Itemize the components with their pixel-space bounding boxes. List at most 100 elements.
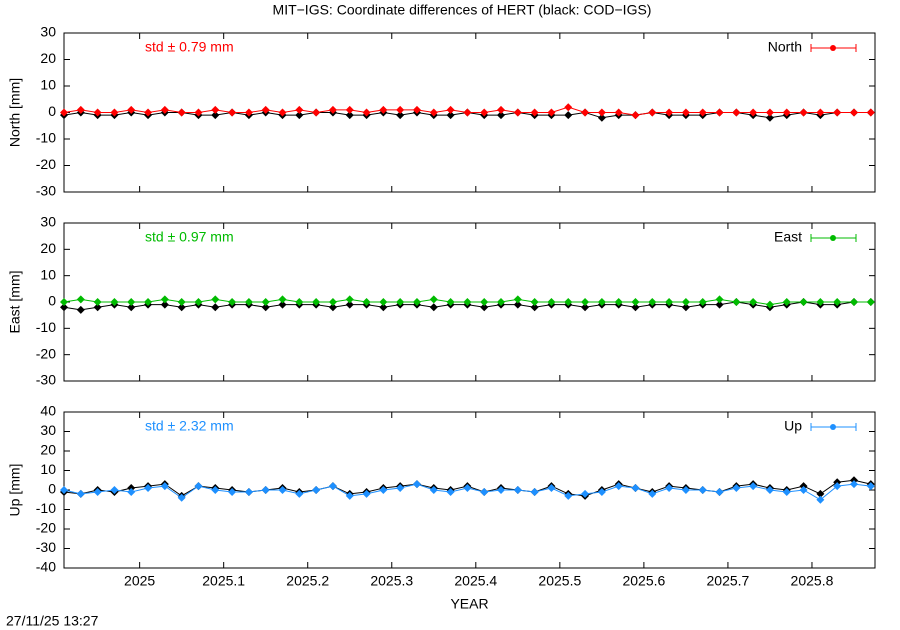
data-point xyxy=(295,298,304,306)
y-axis-label: East [mm] xyxy=(7,270,23,333)
data-point xyxy=(396,111,405,120)
data-point xyxy=(547,108,556,117)
x-tick-label: 2025.4 xyxy=(454,573,497,589)
data-point xyxy=(278,108,287,117)
data-point xyxy=(749,482,758,491)
data-point xyxy=(446,487,455,496)
data-point xyxy=(60,486,68,494)
data-point xyxy=(177,298,186,306)
data-point xyxy=(631,484,640,493)
data-point xyxy=(110,486,119,494)
data-point xyxy=(194,482,203,491)
data-point xyxy=(278,486,287,494)
data-point xyxy=(480,303,489,312)
data-point xyxy=(530,108,539,117)
legend-marker xyxy=(830,235,836,241)
data-point xyxy=(513,295,522,304)
data-point xyxy=(530,298,539,306)
data-point xyxy=(698,298,707,306)
data-point xyxy=(144,108,153,117)
data-point xyxy=(160,105,169,114)
data-point xyxy=(60,298,68,306)
annotation: std ± 0.97 mm xyxy=(145,229,234,245)
data-point xyxy=(665,484,674,493)
data-point xyxy=(715,108,724,117)
data-point xyxy=(799,298,808,306)
data-point xyxy=(849,298,858,306)
data-point xyxy=(597,113,606,122)
data-point xyxy=(648,298,657,306)
data-point xyxy=(261,303,270,312)
data-point xyxy=(127,298,136,306)
data-point xyxy=(513,486,522,494)
data-point xyxy=(581,303,590,312)
data-point xyxy=(160,295,169,304)
data-point xyxy=(463,298,472,306)
data-point xyxy=(60,108,68,117)
y-tick-label: 0 xyxy=(48,481,56,497)
data-point xyxy=(530,487,539,496)
data-point xyxy=(497,111,506,120)
annotation: std ± 2.32 mm xyxy=(145,418,234,434)
y-tick-label: -20 xyxy=(36,156,56,172)
data-point xyxy=(76,489,85,498)
data-point xyxy=(76,105,85,114)
data-point xyxy=(194,108,203,117)
data-point xyxy=(564,491,573,500)
x-tick-label: 2025.3 xyxy=(370,573,413,589)
data-point xyxy=(765,113,774,122)
data-point xyxy=(816,298,825,306)
x-tick-label: 2025.7 xyxy=(707,573,750,589)
data-point xyxy=(328,303,337,312)
data-point xyxy=(362,298,371,306)
data-point xyxy=(228,487,237,496)
data-point xyxy=(127,487,136,496)
data-point xyxy=(597,298,606,306)
data-point xyxy=(194,298,203,306)
x-tick-label: 2025.2 xyxy=(286,573,329,589)
data-point xyxy=(345,300,354,309)
data-point xyxy=(698,486,707,494)
plot-frame xyxy=(63,411,876,569)
data-point xyxy=(379,486,388,494)
data-point xyxy=(581,108,590,117)
y-tick-label: 20 xyxy=(40,240,56,256)
data-point xyxy=(127,303,136,312)
data-point xyxy=(681,303,690,312)
data-point xyxy=(261,105,270,114)
data-point xyxy=(732,108,741,117)
data-point xyxy=(110,108,119,117)
data-point xyxy=(866,108,875,117)
data-point xyxy=(345,105,354,114)
data-point xyxy=(732,298,741,306)
y-tick-label: 30 xyxy=(40,422,56,438)
data-point xyxy=(429,295,438,304)
data-point xyxy=(614,482,623,491)
data-point xyxy=(446,111,455,120)
data-point xyxy=(547,298,556,306)
y-tick-label: -30 xyxy=(36,372,56,388)
data-point xyxy=(648,108,657,117)
data-point xyxy=(412,298,421,306)
data-point xyxy=(446,105,455,114)
x-axis-label: YEAR xyxy=(450,596,488,612)
data-point xyxy=(127,105,136,114)
y-axis-label: Up [mm] xyxy=(7,464,23,517)
data-point xyxy=(631,298,640,306)
y-tick-label: -30 xyxy=(36,183,56,199)
data-point xyxy=(446,298,455,306)
y-tick-label: 40 xyxy=(40,403,56,419)
data-point xyxy=(429,108,438,117)
data-point xyxy=(480,487,489,496)
data-point xyxy=(681,298,690,306)
data-point xyxy=(480,108,489,117)
data-point xyxy=(295,489,304,498)
x-tick-label: 2025.1 xyxy=(202,573,245,589)
data-point xyxy=(244,108,253,117)
data-point xyxy=(648,489,657,498)
data-point xyxy=(211,486,220,494)
data-point xyxy=(93,108,102,117)
data-point xyxy=(295,111,304,120)
data-point xyxy=(312,108,321,117)
data-point xyxy=(765,486,774,494)
